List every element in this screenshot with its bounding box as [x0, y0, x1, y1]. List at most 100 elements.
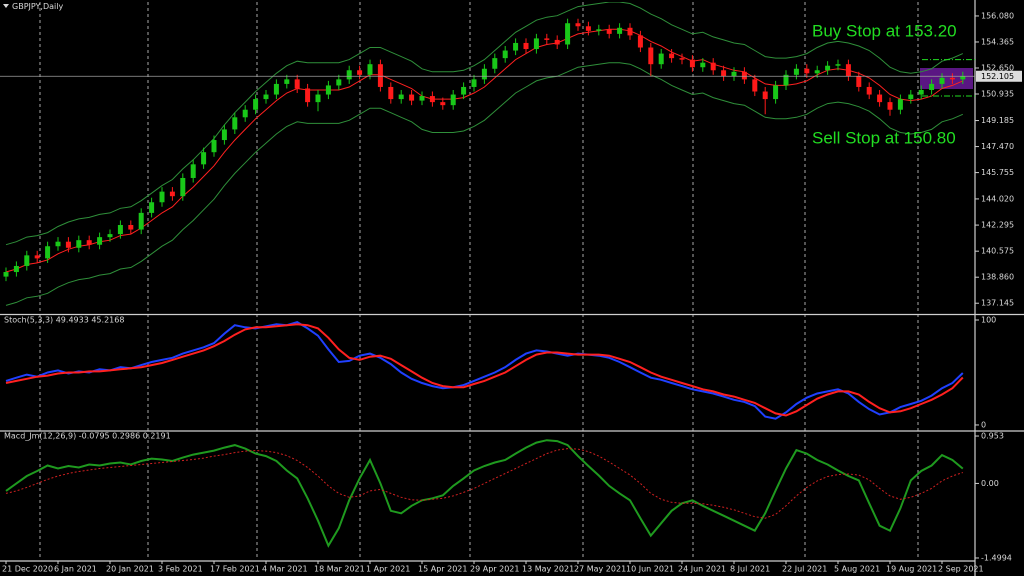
candle-body	[804, 68, 810, 74]
candle-body	[221, 129, 227, 141]
y-tick-label: 144.020	[981, 194, 1014, 203]
candle-body	[419, 96, 425, 101]
candle-body	[461, 86, 467, 95]
y-tick-label: 150.935	[981, 90, 1014, 99]
buy-stop-annotation: Buy Stop at 153.20	[812, 21, 957, 40]
candle-body	[107, 234, 113, 238]
candle-body	[232, 117, 238, 130]
candle-body	[762, 91, 768, 100]
candle-body	[814, 70, 820, 74]
y-tick-label: 0.00	[981, 479, 999, 488]
candle-body	[679, 58, 685, 60]
candle-body	[273, 83, 279, 95]
candle-body	[263, 94, 269, 100]
candle-body	[13, 265, 19, 273]
candle-body	[700, 62, 706, 68]
candle-body	[336, 79, 342, 86]
candle-body	[669, 53, 675, 59]
y-tick-label: 0.953	[981, 432, 1004, 441]
x-tick-label: 5 Aug 2021	[834, 565, 880, 574]
candle-body	[24, 255, 30, 266]
candle-body	[575, 23, 581, 27]
candle-body	[960, 76, 966, 80]
candle-body	[773, 85, 779, 100]
candle-body	[76, 240, 82, 248]
candle-body	[648, 47, 654, 65]
y-tick-label: 154.365	[981, 37, 1014, 46]
candle-body	[211, 140, 217, 153]
order-zone	[920, 68, 973, 89]
candle-body	[752, 79, 758, 92]
candle-body	[429, 96, 435, 103]
candle-body	[305, 88, 311, 103]
candle-body	[565, 23, 571, 45]
candle-body	[544, 38, 550, 40]
candle-body	[835, 64, 841, 66]
y-tick-label: 0	[981, 420, 986, 429]
candle-body	[65, 241, 71, 248]
x-tick-label: 15 Apr 2021	[418, 565, 467, 574]
last-price-label: 152.105	[981, 72, 1014, 81]
candle-body	[617, 27, 623, 34]
x-tick-label: 13 May 2021	[522, 565, 574, 574]
x-tick-label: 3 Feb 2021	[158, 565, 203, 574]
indicator-line	[5, 321, 964, 420]
candle-body	[710, 62, 716, 71]
indicator-line	[5, 448, 963, 519]
candle-body	[721, 70, 727, 77]
candle-body	[201, 152, 207, 165]
candle-body	[149, 202, 155, 213]
x-tick-label: 6 Jan 2021	[54, 565, 97, 574]
sell-stop-annotation: Sell Stop at 150.80	[812, 128, 956, 147]
x-tick-label: 17 Feb 2021	[210, 565, 260, 574]
indicator-line	[5, 323, 964, 417]
candle-body	[606, 29, 612, 34]
candle-body	[492, 58, 498, 69]
candle-body	[325, 85, 331, 95]
candle-body	[689, 59, 695, 68]
candle-body	[596, 29, 602, 31]
x-tick-label: 4 Mar 2021	[262, 565, 308, 574]
x-tick-label: 22 Jul 2021	[782, 565, 827, 574]
candle-body	[117, 225, 123, 235]
candle-body	[741, 71, 747, 80]
candle-body	[731, 71, 737, 77]
y-tick-label: 147.470	[981, 142, 1014, 151]
macd-title: Macd_Jm(12,26,9) -0.0795 0.2986 0.2191	[4, 432, 171, 441]
candle-body	[377, 64, 383, 87]
candle-body	[128, 225, 134, 230]
menu-arrow	[3, 4, 9, 8]
y-tick-label: 152.650	[981, 63, 1014, 72]
candle-body	[523, 42, 529, 50]
y-tick-label: 145.755	[981, 168, 1014, 177]
x-tick-label: 1 Apr 2021	[366, 565, 410, 574]
candle-body	[440, 102, 446, 106]
candle-body	[86, 240, 92, 245]
candle-body	[367, 64, 373, 75]
x-tick-label: 8 Jul 2021	[730, 565, 770, 574]
candle-body	[471, 79, 477, 87]
x-tick-label: 19 Aug 2021	[886, 565, 937, 574]
y-tick-label: 156.080	[981, 11, 1014, 20]
candle-body	[502, 50, 508, 59]
candle-body	[3, 272, 9, 277]
candle-body	[190, 164, 196, 178]
candle-body	[180, 177, 186, 197]
x-tick-label: 21 Dec 2020	[2, 565, 53, 574]
candle-body	[398, 94, 404, 100]
candle-body	[34, 255, 40, 259]
candle-body	[866, 86, 872, 95]
candle-body	[949, 77, 955, 80]
candle-body	[533, 38, 539, 50]
candle-body	[877, 94, 883, 103]
candle-body	[845, 64, 851, 77]
candle-body	[409, 94, 415, 101]
candle-body	[908, 94, 914, 100]
candle-body	[315, 94, 321, 103]
candle-body	[887, 102, 893, 110]
y-tick-label: 137.145	[981, 299, 1014, 308]
candle-body	[357, 70, 363, 75]
candle-body	[159, 191, 165, 203]
